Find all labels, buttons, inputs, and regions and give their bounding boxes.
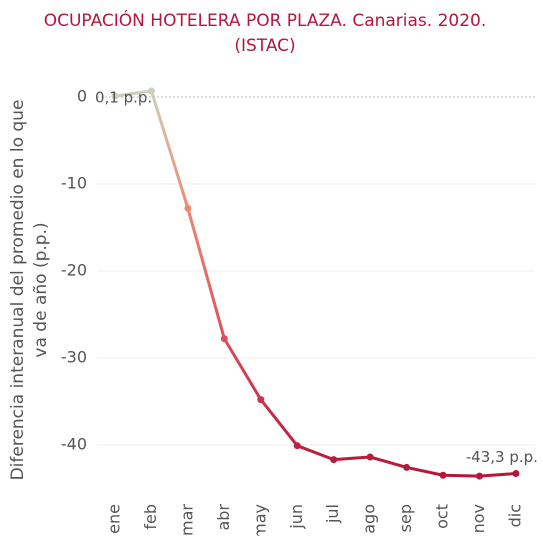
data-label: -43,3 p.p. (466, 448, 538, 466)
y-axis-title: Diferencia interanual del promedio en lo… (8, 100, 51, 481)
x-tick-label: mar (177, 504, 196, 536)
x-tick-label: ago (360, 504, 379, 534)
x-tick-label: oct (433, 504, 452, 529)
point (403, 463, 411, 471)
y-tick-label: -30 (61, 347, 87, 366)
y-tick-label: -10 (61, 173, 87, 192)
point (330, 456, 338, 464)
x-tick-label: nov (469, 504, 488, 533)
x-tick-label: ene (105, 504, 124, 534)
point (147, 87, 155, 95)
y-tick-label: -40 (61, 434, 87, 453)
point (366, 453, 374, 461)
x-tick-label: jul (323, 504, 342, 524)
point (512, 470, 520, 478)
point (293, 442, 301, 450)
y-tick-label: -20 (61, 260, 87, 279)
point (257, 396, 265, 404)
data-label: 0,1 p.p. (95, 89, 152, 107)
line (114, 89, 517, 478)
y-tick-label: 0 (77, 86, 87, 105)
point (220, 335, 228, 343)
y-axis-title-line: va de año (p.p.) (31, 222, 51, 357)
chart-title: (ISTAC) (234, 36, 295, 56)
point (476, 472, 483, 480)
point (111, 92, 119, 100)
y-axis-title-line: Diferencia interanual del promedio en lo… (8, 100, 28, 481)
point (439, 471, 447, 479)
x-tick-label: dic (505, 504, 524, 527)
x-tick-label: abr (214, 504, 233, 531)
x-tick-label: jun (287, 504, 306, 530)
point (184, 204, 192, 212)
chart-title: OCUPACIÓN HOTELERA POR PLAZA. Canarias. … (44, 9, 487, 31)
x-tick-label: may (250, 504, 269, 536)
x-tick-label: sep (396, 504, 415, 532)
x-tick-label: feb (141, 504, 160, 530)
